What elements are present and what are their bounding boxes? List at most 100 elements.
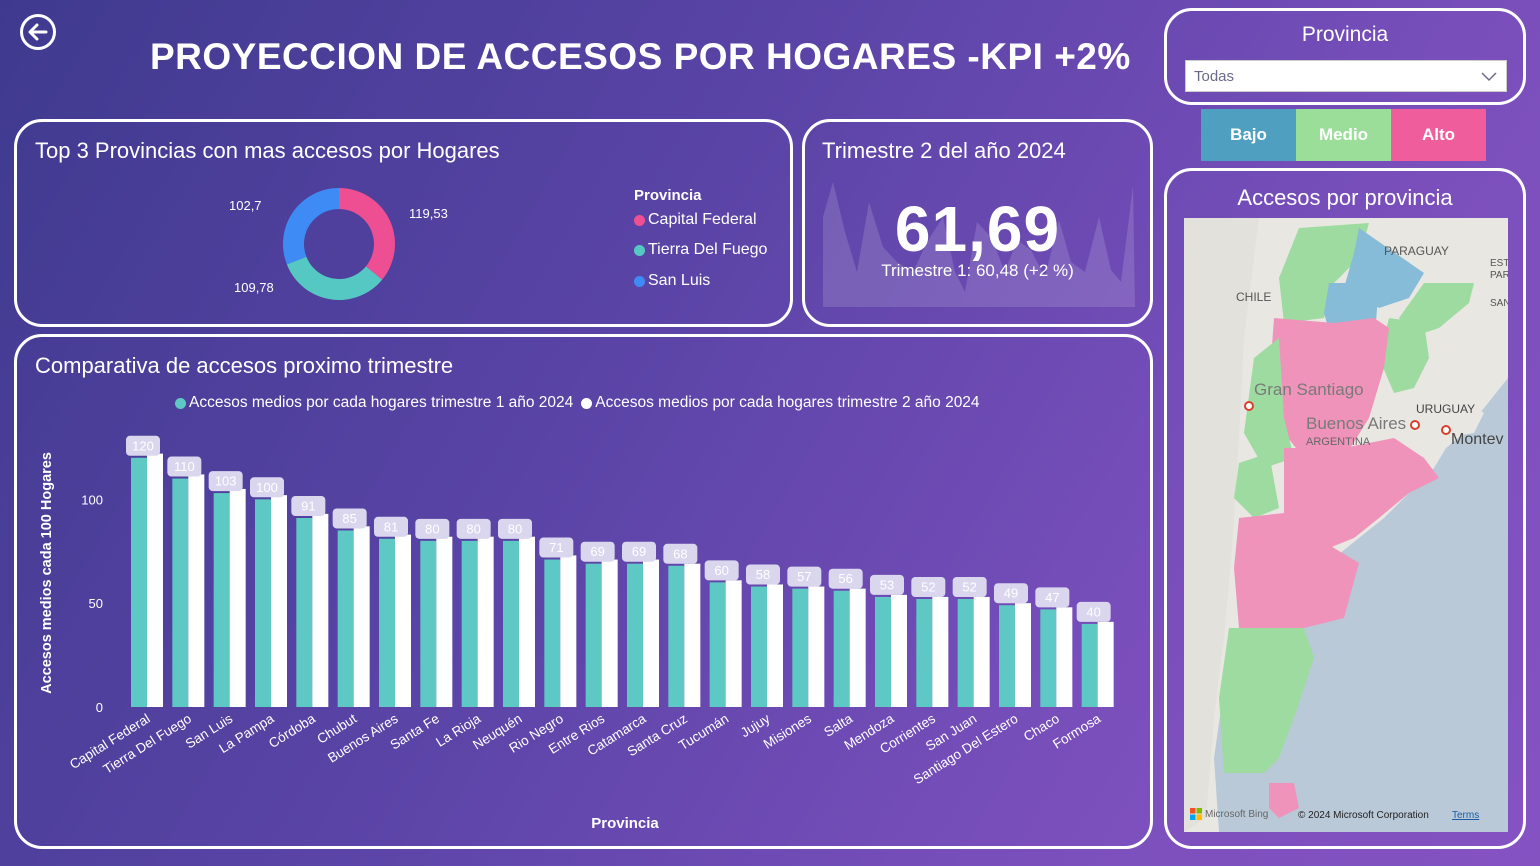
bar-trimestre-2[interactable] (353, 526, 370, 707)
data-label: 53 (880, 577, 894, 592)
top3-legend-title: Provincia (634, 187, 702, 204)
provincia-dropdown[interactable]: Todas (1185, 60, 1507, 92)
bar-trimestre-2[interactable] (271, 495, 287, 707)
data-label: 120 (132, 438, 154, 453)
data-label-box (952, 577, 987, 597)
data-label: 69 (632, 544, 646, 559)
data-label: 110 (174, 459, 195, 474)
bar-trimestre-1[interactable] (544, 559, 561, 707)
donut-slice-san-luis[interactable] (283, 188, 339, 265)
bar-trimestre-2[interactable] (849, 588, 866, 707)
comparativa-legend: Accesos medios por cada hogares trimestr… (175, 394, 980, 412)
bar-trimestre-2[interactable] (725, 580, 742, 707)
map-city-markers (1244, 401, 1451, 435)
bar-trimestre-2[interactable] (395, 534, 411, 707)
bar-trimestre-2[interactable] (560, 555, 577, 707)
argentina-map[interactable]: PARAGUAY ESTE PARA SAN CHILE URUGUAY Gra… (1184, 218, 1508, 832)
data-label: 56 (838, 571, 852, 586)
bar-trimestre-2[interactable] (188, 474, 205, 707)
data-label: 100 (256, 480, 278, 495)
legend-label: San Luis (648, 272, 711, 289)
level-medio-button[interactable]: Medio (1296, 109, 1391, 161)
bar-trimestre-1[interactable] (420, 540, 437, 707)
bar-trimestre-2[interactable] (684, 563, 701, 707)
data-label: 81 (384, 519, 398, 534)
legend-item-trimestre-2[interactable]: Accesos medios por cada hogares trimestr… (581, 394, 980, 412)
data-label: 80 (508, 521, 522, 536)
bar-trimestre-1[interactable] (751, 586, 767, 707)
bar-trimestre-2[interactable] (436, 536, 453, 707)
bar-trimestre-2[interactable] (643, 559, 659, 707)
bar-trimestre-1[interactable] (792, 588, 809, 707)
data-label-box (1035, 587, 1070, 608)
legend-item-san-luis[interactable]: San Luis (634, 272, 710, 290)
bar-trimestre-1[interactable] (833, 590, 850, 707)
bar-trimestre-1[interactable] (668, 565, 685, 707)
data-label-box (911, 577, 946, 597)
bar-trimestre-2[interactable] (1015, 603, 1031, 707)
bar-trimestre-1[interactable] (957, 599, 974, 707)
map-attribution-text: Microsoft Bing (1205, 808, 1269, 820)
data-label-box (167, 456, 202, 477)
bar-trimestre-2[interactable] (891, 594, 907, 707)
top3-card: Top 3 Provincias con mas accesos por Hog… (14, 119, 793, 327)
bar-trimestre-2[interactable] (477, 536, 494, 707)
bar-trimestre-1[interactable] (379, 538, 395, 707)
data-label: 52 (921, 580, 935, 595)
data-label: 68 (673, 546, 687, 561)
bar-trimestre-1[interactable] (213, 493, 230, 707)
legend-item-trimestre-1[interactable]: Accesos medios por cada hogares trimestr… (175, 394, 573, 412)
bar-trimestre-1[interactable] (875, 596, 891, 707)
bar-trimestre-1[interactable] (296, 518, 313, 707)
bar-trimestre-1[interactable] (916, 599, 933, 707)
data-label-box (580, 541, 615, 562)
bar-trimestre-1[interactable] (255, 499, 271, 707)
bar-trimestre-2[interactable] (973, 596, 990, 707)
level-alto-button[interactable]: Alto (1391, 109, 1486, 161)
legend-dot (634, 275, 645, 287)
map-label-paraguay: PARAGUAY (1384, 244, 1449, 258)
data-label-box (622, 541, 656, 562)
bar-trimestre-2[interactable] (1056, 607, 1073, 707)
bar-trimestre-2[interactable] (932, 596, 949, 707)
bar-trimestre-1[interactable] (1081, 623, 1098, 707)
bar-trimestre-1[interactable] (172, 478, 189, 707)
bar-trimestre-2[interactable] (519, 536, 535, 707)
map-terms-link[interactable]: Terms (1452, 810, 1480, 821)
level-bajo-button[interactable]: Bajo (1201, 109, 1296, 161)
bar-trimestre-2[interactable] (229, 488, 246, 707)
bar-trimestre-1[interactable] (337, 530, 354, 707)
data-label: 85 (342, 511, 356, 526)
data-label: 69 (590, 544, 604, 559)
bar-trimestre-1[interactable] (999, 605, 1015, 707)
legend-label: Accesos medios por cada hogares trimestr… (189, 394, 574, 411)
comparativa-bar-chart: Accesos medios cada 100 Hogares 0 50 100 Pro… (39, 435, 1114, 832)
legend-item-capital-federal[interactable]: Capital Federal (634, 211, 757, 229)
bar-trimestre-1[interactable] (585, 563, 602, 707)
data-label: 91 (301, 499, 315, 514)
bar-trimestre-2[interactable] (601, 559, 618, 707)
bar-trimestre-2[interactable] (808, 586, 825, 707)
bar-trimestre-1[interactable] (1040, 609, 1057, 707)
bar-trimestre-2[interactable] (1097, 621, 1114, 707)
data-label: 52 (962, 580, 976, 595)
page-title: PROYECCION DE ACCESOS POR HOGARES -KPI +… (150, 36, 1131, 77)
bar-trimestre-2[interactable] (312, 513, 329, 707)
data-label-box (126, 435, 160, 456)
back-button[interactable] (20, 14, 56, 50)
bar-trimestre-2[interactable] (147, 453, 163, 707)
bar-trimestre-1[interactable] (709, 582, 726, 707)
bar-trimestre-1[interactable] (503, 540, 519, 707)
donut-slice-tierra-del-fuego[interactable] (286, 256, 383, 300)
comparativa-title: Comparativa de accesos proximo trimestre (35, 353, 454, 378)
data-label-box (828, 568, 863, 589)
bar-trimestre-1[interactable] (131, 457, 147, 707)
bar-trimestre-2[interactable] (767, 584, 783, 707)
donut-label-capital-federal: 119,53 (409, 206, 448, 221)
legend-item-tierra-del-fuego[interactable]: Tierra Del Fuego (634, 241, 767, 259)
map-label-argentina: ARGENTINA (1306, 436, 1371, 448)
x-tick-label: Formosa (1050, 711, 1104, 752)
bar-trimestre-1[interactable] (461, 540, 478, 707)
bar-trimestre-1[interactable] (627, 563, 643, 707)
donut-slice-capital-federal[interactable] (339, 188, 395, 280)
